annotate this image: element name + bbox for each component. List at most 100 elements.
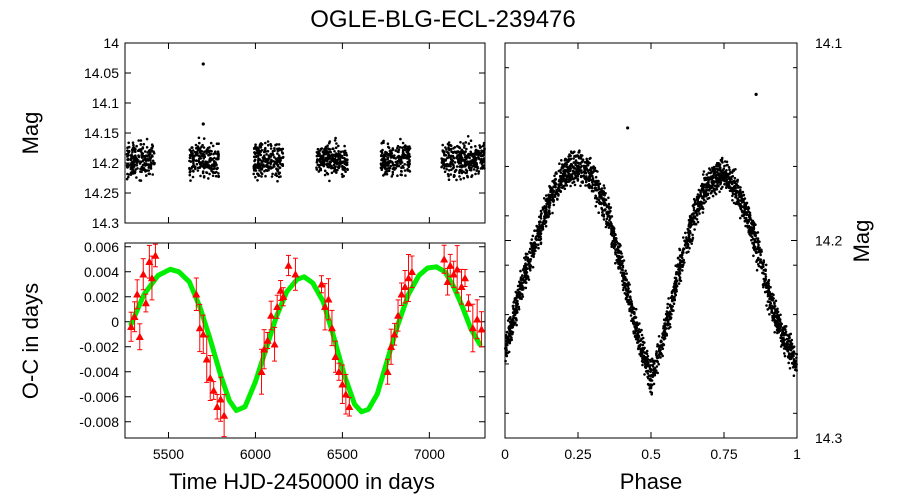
light-curve-point — [455, 178, 458, 182]
light-curve-point — [408, 163, 411, 166]
phased-point — [641, 355, 645, 359]
phased-point — [694, 222, 698, 226]
phased-point — [776, 314, 780, 317]
phased-point — [741, 200, 744, 204]
phased-point — [535, 224, 538, 228]
light-curve-point — [126, 146, 129, 149]
light-curve-point — [379, 162, 383, 165]
phased-point — [663, 337, 667, 340]
light-curve-y-tick-label: 14 — [103, 35, 119, 51]
phased-point — [621, 259, 624, 263]
o-c-x-tick-label: 6500 — [327, 446, 358, 462]
phased-point — [509, 331, 512, 335]
phased-point — [734, 195, 737, 199]
phased-point — [511, 331, 515, 334]
phased-point — [522, 266, 526, 270]
phased-point — [675, 264, 679, 267]
phased-point — [562, 185, 565, 188]
phased-point — [775, 324, 779, 328]
phased-point — [604, 225, 608, 229]
phased-point — [568, 168, 571, 172]
light-curve-point — [127, 175, 130, 179]
phased-point — [541, 221, 545, 224]
phased-point — [646, 363, 649, 367]
phased-point — [602, 218, 606, 221]
light-curve-point — [446, 150, 449, 154]
light-curve-point — [402, 156, 406, 160]
phased-point — [651, 360, 655, 363]
phased-point — [638, 352, 641, 356]
light-curve-point — [202, 157, 205, 160]
phased-point — [757, 243, 760, 247]
o-c-point — [139, 270, 148, 278]
light-curve-point — [385, 172, 389, 176]
light-curve-point — [138, 162, 142, 165]
o-c-point — [401, 282, 409, 290]
phased-point — [517, 305, 521, 309]
light-curve-point — [319, 147, 323, 151]
light-curve-point — [320, 163, 324, 167]
light-curve-point — [133, 163, 136, 167]
light-curve-point — [198, 166, 201, 170]
light-curve-y-tick-label: 14.25 — [84, 185, 119, 201]
light-curve-point — [143, 150, 147, 153]
light-curve-point — [394, 149, 398, 152]
o-c-point — [390, 330, 399, 338]
phased-point — [566, 165, 570, 169]
light-curve-point — [325, 157, 328, 161]
phased-point — [582, 174, 586, 177]
phased-point — [736, 184, 740, 188]
phased-point — [629, 314, 633, 317]
phased-point — [702, 170, 706, 173]
light-curve-point — [380, 158, 383, 162]
light-curve-point — [446, 156, 450, 159]
phased-point — [666, 302, 669, 306]
light-curve-point — [260, 143, 264, 146]
phased-point — [678, 271, 681, 274]
light-curve-point — [125, 165, 129, 168]
light-curve-point — [127, 173, 131, 176]
phased-point — [604, 203, 608, 206]
light-curve-point — [457, 162, 461, 165]
light-curve-point — [394, 157, 398, 160]
o-c-point — [461, 274, 469, 282]
light-curve-point — [151, 144, 155, 148]
light-curve-point — [479, 154, 483, 158]
phased-point — [637, 339, 640, 342]
phased-point — [792, 374, 796, 378]
phased-point — [648, 367, 652, 371]
o-c-point — [145, 257, 154, 265]
phased-point — [690, 213, 694, 216]
phased-point — [589, 156, 592, 160]
phased-point — [560, 159, 563, 162]
light-curve-point — [449, 162, 453, 166]
phased-point — [590, 178, 593, 182]
light-curve-point — [460, 169, 464, 172]
phased-point — [697, 201, 701, 204]
phased-point — [624, 269, 627, 273]
phased-point — [594, 175, 598, 179]
phased-point — [588, 186, 591, 190]
phased-point — [650, 383, 653, 387]
phased-point — [523, 269, 526, 272]
phased-point — [764, 275, 768, 278]
phased-point — [584, 184, 587, 187]
phased-point — [744, 207, 747, 211]
light-curve-point — [397, 148, 401, 151]
phased-point — [783, 352, 786, 355]
phased-point — [682, 236, 685, 239]
phased-point — [597, 179, 600, 183]
light-curve-point — [190, 146, 193, 149]
phased-point — [750, 235, 754, 238]
phased-point — [621, 266, 625, 269]
light-curve-point — [330, 171, 334, 175]
phased-point — [728, 172, 731, 175]
phased-point — [787, 335, 791, 338]
phased-point — [605, 217, 609, 221]
light-curve-point — [274, 173, 277, 177]
phased-point — [577, 162, 580, 165]
phased-point — [666, 322, 670, 325]
phased-point — [763, 283, 767, 287]
phased-point — [536, 238, 540, 241]
phased-point — [602, 215, 606, 218]
